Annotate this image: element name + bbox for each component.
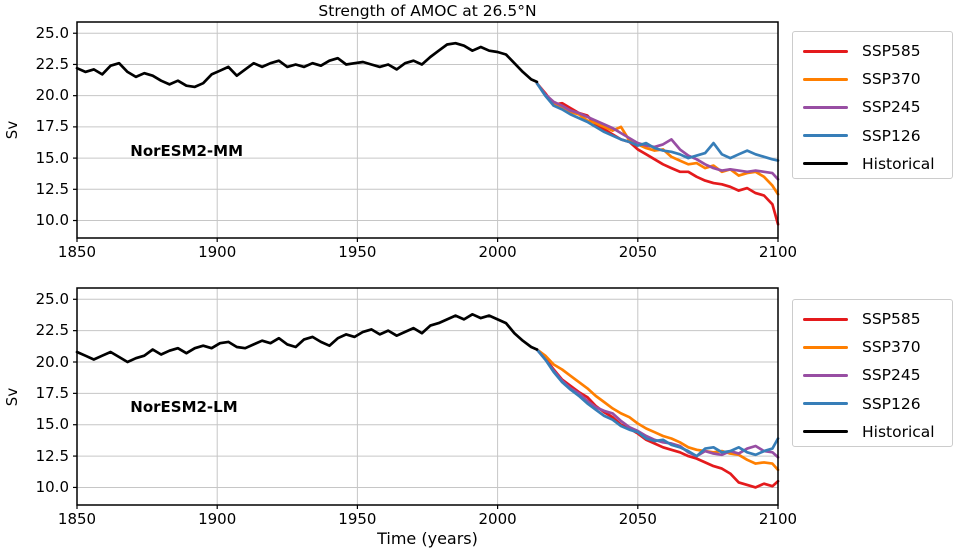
legend-entry: Historical	[803, 150, 952, 178]
legend-line-swatch	[803, 373, 848, 377]
axes-frame	[76, 287, 779, 506]
legend-label: Historical	[862, 154, 935, 173]
series-line-historical	[75, 312, 539, 364]
legend-entry: Historical	[803, 418, 952, 446]
x-tick-label: 2050	[618, 243, 657, 261]
legend-line-swatch	[803, 105, 848, 109]
y-tick-label: 10.0	[35, 477, 69, 496]
x-tick-label: 2100	[758, 510, 798, 528]
legend-label: SSP585	[862, 42, 921, 61]
x-tick-label: 1850	[57, 510, 97, 528]
legend-label: SSP126	[862, 126, 921, 145]
y-tick-label: 20.0	[35, 86, 69, 105]
axes-noresm2-mm	[73, 21, 780, 242]
x-tick-label: 1900	[198, 243, 237, 261]
y-tick-label: 22.5	[35, 321, 69, 340]
x-tick-label: 2000	[478, 510, 517, 528]
x-tick-label: 1850	[57, 243, 97, 261]
y-axis-label: Sv	[3, 387, 21, 406]
x-tick-label: 1900	[198, 510, 237, 528]
y-tick-label: 17.5	[35, 117, 69, 136]
legend-label: SSP370	[862, 70, 921, 89]
chart-title: Strength of AMOC at 26.5°N	[318, 2, 537, 20]
legend-entry: SSP126	[803, 390, 952, 418]
legend-label: Historical	[862, 422, 935, 441]
legend-label: SSP126	[862, 394, 921, 413]
y-tick-label: 15.0	[35, 148, 69, 167]
series-line-ssp370	[535, 81, 780, 196]
y-tick-label: 17.5	[35, 383, 69, 402]
legend-entry: SSP585	[803, 305, 952, 333]
legend-line-swatch	[803, 77, 848, 81]
legend-line-swatch	[803, 430, 848, 434]
plot-area	[73, 287, 780, 509]
legend-line-swatch	[803, 134, 848, 138]
axes-noresm2-lm	[73, 287, 780, 509]
legend-entry: SSP370	[803, 333, 952, 361]
legend-label: SSP585	[862, 310, 921, 329]
y-axis-label: Sv	[3, 120, 21, 140]
legend-label: SSP245	[862, 98, 921, 117]
axes-frame	[76, 21, 779, 239]
legend-entry: SSP126	[803, 122, 952, 150]
series-line-ssp126	[535, 348, 780, 458]
x-tick-label: 2100	[758, 243, 798, 261]
x-tick-label: 1950	[338, 243, 377, 261]
legend-line-swatch	[803, 49, 848, 53]
series-line-ssp126	[535, 81, 780, 162]
legend-line-swatch	[803, 162, 848, 166]
panel-model-label: NorESM2-MM	[130, 141, 244, 160]
legend-line-swatch	[803, 402, 848, 406]
y-tick-label: 10.0	[35, 211, 69, 230]
x-tick-label: 1950	[338, 510, 377, 528]
x-tick-label: 2000	[478, 243, 517, 261]
y-tick-label: 25.0	[35, 23, 69, 42]
y-tick-label: 12.5	[35, 179, 69, 198]
x-tick-label: 2050	[618, 510, 657, 528]
series-line-historical	[75, 41, 539, 89]
legend-entry: SSP585	[803, 37, 952, 65]
legend-label: SSP370	[862, 338, 921, 357]
series-line-ssp245	[535, 81, 780, 181]
legend-entry: SSP370	[803, 65, 952, 93]
series-line-ssp585	[535, 348, 780, 489]
panel-model-label: NorESM2-LM	[130, 398, 238, 417]
legend-noresm2-mm: SSP585 SSP370 SSP245 SSP126 Historical	[792, 31, 953, 179]
legend-noresm2-lm: SSP585 SSP370 SSP245 SSP126 Historical	[792, 299, 953, 447]
y-tick-label: 15.0	[35, 415, 69, 434]
y-tick-label: 12.5	[35, 446, 69, 465]
y-tick-label: 25.0	[35, 289, 69, 308]
legend-line-swatch	[803, 345, 848, 349]
legend-entry: SSP245	[803, 361, 952, 389]
legend-line-swatch	[803, 317, 848, 321]
y-tick-label: 20.0	[35, 352, 69, 371]
legend-label: SSP245	[862, 366, 921, 385]
series-line-ssp370	[535, 348, 780, 472]
x-axis-label: Time (years)	[377, 529, 478, 548]
plot-area	[73, 21, 780, 242]
y-tick-label: 22.5	[35, 54, 69, 73]
legend-entry: SSP245	[803, 93, 952, 121]
